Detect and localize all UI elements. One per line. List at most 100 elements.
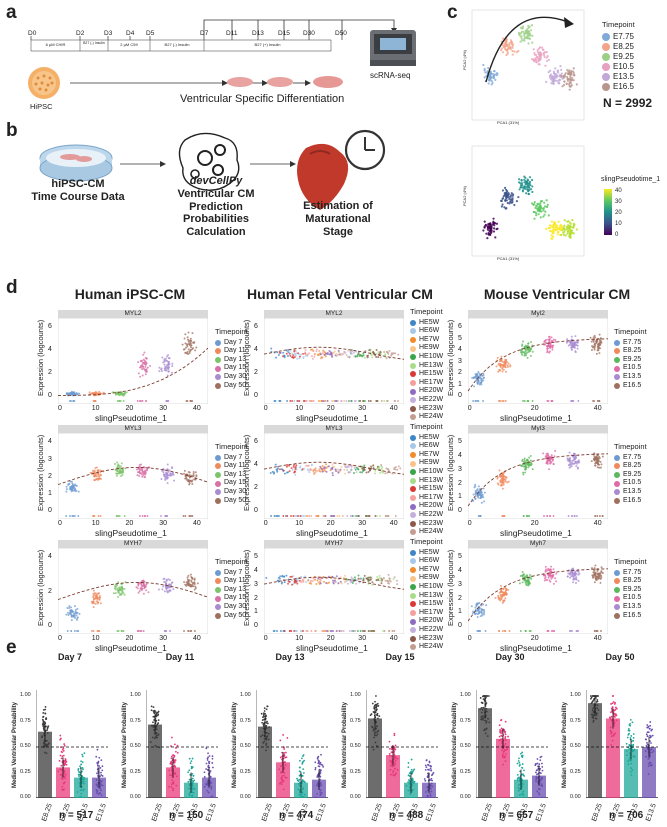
zero-point [335,630,338,632]
expression-point [500,474,503,477]
expression-point [503,591,506,594]
expression-point [313,355,316,358]
y-tick-label: 4 [254,461,258,469]
expression-point [542,574,545,577]
expression-point [140,583,143,586]
zero-point [297,515,299,517]
sample-point [63,770,66,772]
expression-point [590,460,593,463]
sample-point [427,794,430,797]
expression-point [93,592,96,595]
x-tick-label: 10 [91,405,100,412]
pseudotime-point [552,228,555,231]
expression-point [337,349,340,352]
pseudotime-point [533,217,536,220]
sample-point [205,768,208,770]
expression-point [573,574,576,577]
pca-point [568,88,571,91]
expression-point [75,614,78,617]
legend-dot [614,612,620,619]
sample-point [376,702,379,705]
sample-point [428,769,430,771]
pseudotime-point [485,232,488,235]
expression-point [95,594,98,597]
expression-point [344,472,347,475]
expression-point [381,471,384,474]
pseudotime-point [551,232,554,235]
pseudotime-point [495,222,499,225]
expression-point [573,346,576,349]
expression-point [477,608,480,611]
legend-label: E8.25 [623,462,642,470]
expression-point [323,353,326,356]
sample-point [207,764,210,767]
legend-dot [215,612,221,619]
sample-point [61,751,64,754]
pca-point [523,32,526,35]
pseudotime-point [542,209,545,212]
legend-dot [602,53,610,61]
expression-point [317,354,320,357]
expression-point [529,463,532,466]
expression-point [347,355,350,358]
legend-item: Day 30 [215,373,248,382]
legend-item: HE9W [410,574,443,583]
y-tick-label: 0.25 [20,768,31,775]
expression-point [373,472,376,475]
legend-item: Day 30 [215,488,248,497]
sample-point [316,776,319,778]
bar [258,726,272,798]
sample-point [80,792,83,795]
pca-point [491,81,494,84]
expression-point [145,368,148,371]
zero-point [329,630,332,632]
sample-point [427,786,429,789]
expression-point [548,569,551,572]
pca-point [517,31,521,34]
probability-bar-chart [476,690,548,798]
zero-point [529,630,532,632]
legend-label: E10.5 [613,62,634,71]
zero-point [552,515,555,517]
expression-point [91,601,94,604]
legend-item: Day 15 [215,364,248,373]
legend-item: HE22W [410,626,443,635]
expression-point [343,351,346,354]
pca-point [558,82,561,85]
legend-title: Timepoint [410,422,443,431]
expression-point [311,357,314,360]
legend-label: Day 50 [224,381,247,389]
expression-point [120,586,123,589]
sample-point [317,755,320,758]
legend-label: HE23W [419,404,444,412]
pseudotime-point [536,209,540,213]
sample-point [151,736,154,739]
pseudotime-point [532,202,536,206]
expression-point [509,364,512,367]
panel-letter-b: b [6,120,18,141]
expression-point [70,480,73,483]
expression-point [479,492,482,495]
media-b27-plus: B27 (+) Insulin [254,42,281,47]
legend-label: HE10W [419,467,444,475]
expression-point [589,336,592,339]
expression-point [313,472,316,475]
expression-point [331,472,334,475]
pseudotime-point [555,226,558,229]
sample-point [80,788,83,791]
expression-point [119,469,122,472]
zero-point [160,515,162,517]
expression-point [339,576,342,579]
day-title: Day 7 [57,652,83,662]
sample-point [285,751,287,754]
sample-point [300,793,302,796]
expression-point [171,467,174,470]
pca-point [505,53,508,57]
sample-point [299,766,301,769]
pseudotime-point [500,199,503,203]
legend-label: HE15W [419,370,444,378]
zero-point [332,630,334,632]
expression-point [593,347,596,350]
expression-point [337,353,340,356]
day-title: Day 15 [385,652,415,662]
